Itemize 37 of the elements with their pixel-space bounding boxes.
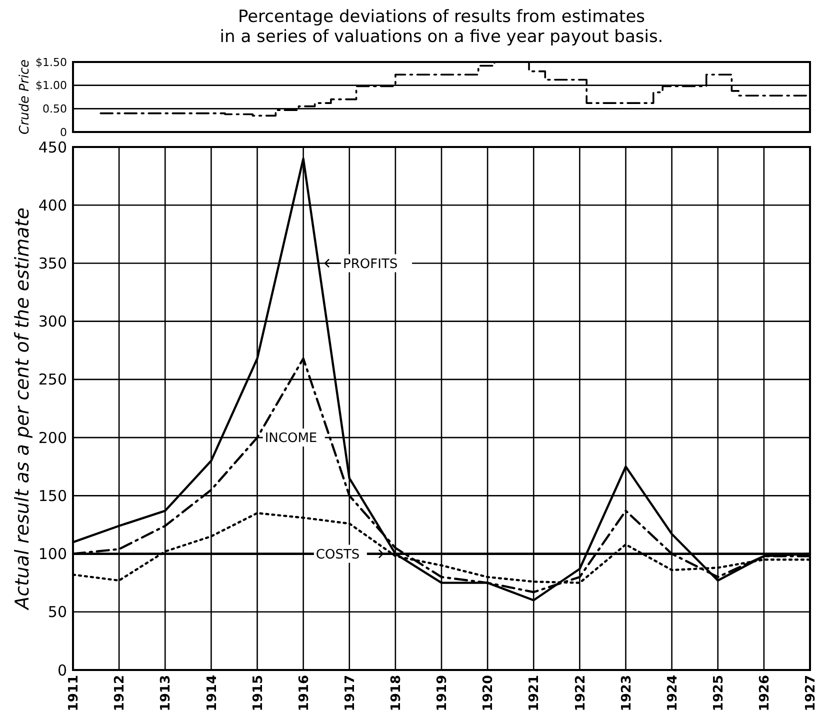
x-tick-label: 1925: [711, 675, 726, 712]
x-tick-label: 1918: [388, 675, 404, 712]
y-axis-title: Actual result as a per cent of the estimate: [12, 208, 34, 612]
x-tick-label: 1923: [619, 675, 634, 712]
y-tick-label: 50: [48, 603, 67, 622]
x-tick-label: 1926: [757, 675, 772, 712]
x-tick-label: 1915: [250, 675, 266, 712]
x-tick-label: 1924: [665, 675, 680, 712]
y-tick-label: 450: [38, 138, 67, 156]
y-tick-label: 0: [60, 126, 67, 139]
x-tick-label: 1914: [204, 675, 220, 712]
x-tick-label: 1912: [112, 675, 128, 712]
x-tick-label: 1921: [527, 675, 542, 712]
y-tick-label: 300: [38, 312, 67, 331]
y-tick-label: 350: [38, 254, 67, 272]
y-tick-label: 150: [38, 486, 67, 505]
chart-title: Percentage deviations of results from estimates in a series of valuations on a five year payout basis.: [220, 7, 664, 47]
x-tick-label: 1916: [296, 675, 312, 712]
y-axis-title: Crude Price: [18, 60, 33, 134]
y-tick-label: 200: [38, 428, 67, 447]
y-tick-label: 400: [38, 196, 67, 214]
x-tick-label: 1922: [573, 675, 588, 712]
y-tick-label: 100: [38, 545, 67, 564]
x-tick-label: 1927: [804, 675, 817, 712]
x-tick-label: 1919: [435, 675, 450, 712]
y-tick-label: 0: [57, 661, 67, 680]
y-tick-label: 0.50: [42, 102, 67, 116]
y-tick-label: $1.50: [36, 56, 67, 69]
y-tick-label: 250: [38, 370, 67, 389]
x-tick-label: 1913: [158, 675, 174, 712]
x-tick-label: 1920: [481, 675, 496, 712]
x-tick-label: 1917: [342, 675, 358, 712]
x-tick-label: 1911: [66, 675, 82, 712]
series-label: COSTS: [316, 547, 360, 562]
series-label: INCOME: [264, 431, 318, 446]
legend-label: PROFITS: [343, 256, 398, 272]
y-tick-label: $1.00: [36, 79, 67, 92]
